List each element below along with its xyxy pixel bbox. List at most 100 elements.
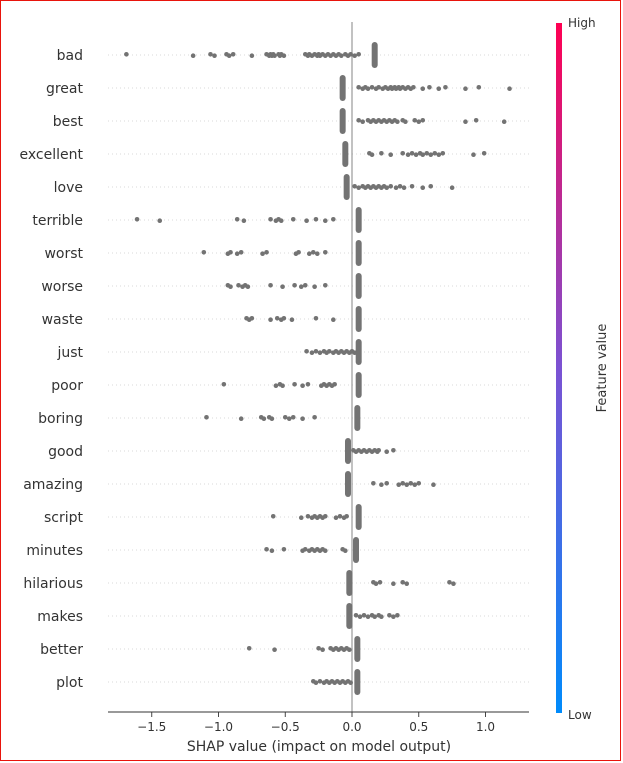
colorbar-high-label: High [568, 16, 596, 30]
point-terrible-present [355, 207, 362, 233]
point-makes-5 [372, 614, 377, 619]
point-worst-8 [296, 250, 301, 255]
point-good-12 [391, 448, 396, 453]
point-worse-6 [268, 283, 273, 288]
point-minutes-1 [269, 548, 275, 553]
point-better-2 [316, 646, 321, 651]
point-terrible-3 [241, 218, 247, 223]
point-terrible-9 [304, 218, 309, 223]
point-makes-0 [353, 613, 359, 618]
point-boring-1 [238, 416, 244, 422]
point-excellent-4 [400, 151, 406, 156]
point-makes-10 [395, 613, 400, 618]
point-just-0 [304, 349, 309, 354]
point-script-1 [298, 515, 304, 520]
point-best-13 [395, 119, 400, 124]
feature-label-best: best [53, 114, 84, 130]
point-great-25 [463, 86, 468, 91]
point-makes-2 [361, 613, 367, 618]
point-love-12 [388, 184, 394, 189]
point-minutes-2 [281, 547, 287, 552]
point-boring-3 [261, 416, 267, 422]
point-best-0 [356, 118, 361, 123]
point-worst-3 [234, 251, 240, 256]
point-best-15 [403, 119, 408, 124]
feature-label-terrible: terrible [32, 213, 83, 229]
point-terrible-8 [290, 217, 296, 222]
point-script-8 [323, 514, 328, 519]
point-bad-5 [226, 53, 232, 58]
point-boring-6 [282, 415, 288, 420]
feature-label-bad: bad [57, 48, 83, 64]
point-excellent-15 [471, 152, 476, 157]
point-excellent-present [342, 141, 349, 167]
point-love-18 [428, 184, 434, 189]
point-amazing-8 [416, 481, 422, 486]
point-makes-3 [365, 614, 371, 619]
point-love-14 [397, 184, 403, 189]
x-tick-label-5: 1.0 [476, 720, 495, 734]
x-tick-label-2: −0.5 [271, 720, 300, 734]
point-best-16 [412, 118, 418, 123]
point-excellent-10 [424, 151, 430, 156]
feature-labels: bad great best excellent love terrible worst wo… [20, 48, 84, 691]
point-script-0 [270, 514, 276, 519]
point-boring-9 [300, 416, 305, 422]
point-love-19 [449, 185, 455, 190]
point-worse-8 [292, 283, 297, 288]
feature-label-minutes: minutes [26, 543, 83, 559]
point-excellent-2 [379, 151, 384, 156]
point-amazing-2 [384, 481, 390, 486]
feature-label-great: great [46, 81, 84, 97]
point-bad-33 [339, 53, 344, 58]
point-amazing-1 [379, 482, 384, 488]
point-poor-1 [273, 383, 279, 389]
point-makes-9 [391, 614, 396, 619]
point-hilarious-3 [391, 581, 396, 586]
feature-label-script: script [44, 510, 84, 526]
point-hilarious-2 [377, 580, 383, 585]
point-worse-10 [302, 283, 308, 288]
point-great-27 [507, 86, 512, 91]
point-excellent-3 [388, 152, 394, 157]
x-tick-label-3: 0.0 [342, 720, 361, 734]
point-worst-0 [201, 250, 207, 255]
point-worst-4 [238, 250, 244, 255]
point-amazing-5 [404, 482, 410, 488]
point-makes-1 [357, 614, 363, 619]
point-bad-6 [230, 52, 236, 57]
point-worst-11 [314, 251, 320, 256]
point-love-0 [352, 184, 357, 189]
point-love-15 [401, 185, 407, 190]
point-terrible-7 [278, 218, 284, 223]
point-waste-present [355, 306, 362, 332]
point-script-12 [344, 514, 349, 519]
feature-label-excellent: excellent [20, 147, 84, 163]
point-excellent-6 [409, 151, 415, 156]
point-waste-6 [281, 316, 287, 321]
point-worse-1 [228, 284, 233, 290]
point-bad-36 [348, 52, 353, 57]
point-bad-present [371, 42, 378, 68]
point-terrible-0 [134, 217, 140, 222]
point-script-2 [305, 514, 311, 519]
point-just-3 [317, 350, 323, 356]
feature-label-better: better [40, 642, 83, 658]
point-bad-1 [190, 53, 196, 58]
point-worst-9 [306, 251, 312, 256]
point-amazing-6 [408, 481, 414, 486]
point-poor-12 [332, 382, 337, 387]
point-great-3 [365, 86, 371, 91]
point-worse-5 [245, 284, 251, 290]
point-great-24 [443, 85, 448, 90]
point-bad-7 [249, 53, 255, 58]
point-worse-2 [236, 283, 241, 288]
point-excellent-5 [405, 152, 411, 157]
point-terrible-1 [157, 218, 163, 223]
feature-label-plot: plot [56, 675, 83, 691]
point-best-18 [420, 118, 426, 123]
point-waste-3 [268, 317, 273, 323]
point-amazing-3 [396, 482, 402, 488]
point-better-3 [320, 647, 325, 652]
